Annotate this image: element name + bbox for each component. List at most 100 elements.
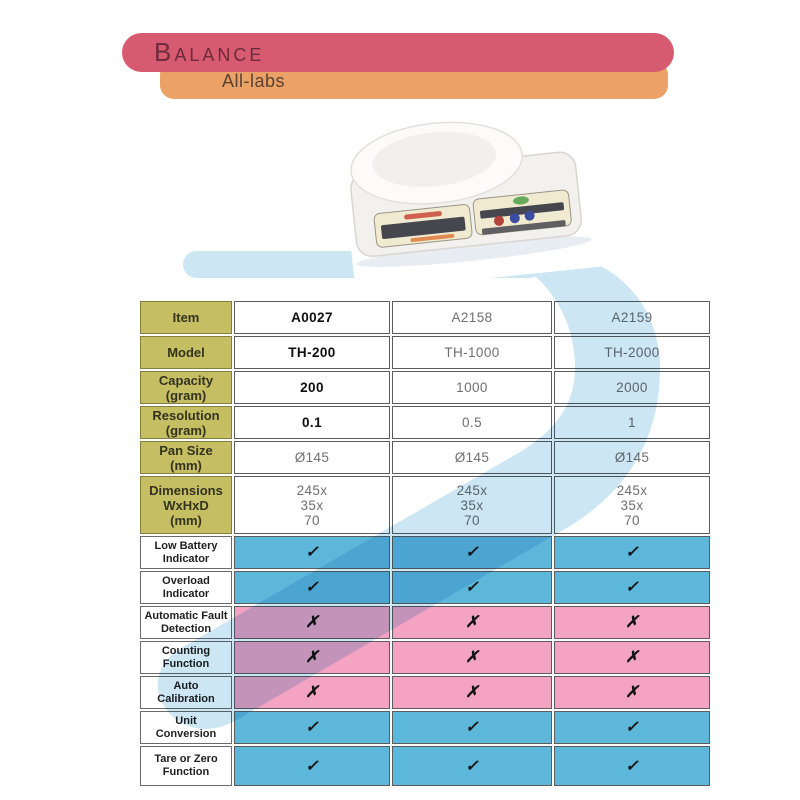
cell-line: 70 <box>464 512 480 528</box>
cell-line: ✓ <box>305 719 319 736</box>
row-label-line: Counting <box>161 644 211 657</box>
row-label: Capacity (gram) <box>140 371 232 404</box>
row-label-line: Conversion <box>155 727 217 740</box>
row-label-line: Automatic Fault <box>144 609 228 622</box>
table-row: Model TH-200 TH-1000 TH-2000 <box>140 336 710 369</box>
row-label-line: Capacity <box>158 372 214 388</box>
row-label-line: Detection <box>160 622 212 635</box>
cell-line: ✓ <box>625 757 639 775</box>
feature-check-cell: ✓ <box>554 711 710 744</box>
cell-line: 1000 <box>456 380 488 395</box>
spec-value-cell: 1000 <box>392 371 552 404</box>
cell-line: ✗ <box>305 649 319 666</box>
row-label: Automatic Fault Detection <box>140 606 232 639</box>
cell-line: ✓ <box>465 757 479 775</box>
cell-line: Ø145 <box>614 450 650 465</box>
cell-line: 1 <box>628 415 636 430</box>
feature-cross-cell: ✗ <box>392 606 552 639</box>
feature-check-cell: ✓ <box>554 571 710 604</box>
spec-value-cell: 245x 35x 70 <box>554 476 710 534</box>
cell-line: TH-200 <box>288 345 336 360</box>
feature-cross-cell: ✗ <box>392 641 552 674</box>
feature-cross-cell: ✗ <box>234 641 390 674</box>
feature-cross-cell: ✗ <box>234 676 390 709</box>
table-row: Unit Conversion ✓ ✓ ✓ <box>140 711 710 744</box>
spec-value-cell: 0.1 <box>234 406 390 439</box>
table-row: Dimensions WxHxD (mm) 245x 35x 70 245x 35x 70 245… <box>140 476 710 534</box>
feature-cross-cell: ✗ <box>554 676 710 709</box>
row-label-line: Function <box>162 766 210 778</box>
spec-value-cell: TH-200 <box>234 336 390 369</box>
spec-value-cell: 1 <box>554 406 710 439</box>
table-row: Automatic Fault Detection ✗ ✗ ✗ <box>140 606 710 639</box>
spec-value-cell: Ø145 <box>234 441 390 474</box>
cell-line: ✗ <box>465 649 479 666</box>
scale-blue-button-1 <box>509 213 520 224</box>
row-label: Item <box>140 301 232 334</box>
row-label-line: (mm) <box>170 457 202 473</box>
cell-line: ✗ <box>305 684 319 701</box>
cell-line: 70 <box>624 512 640 528</box>
scale-panel-strip-top <box>479 202 565 219</box>
row-label-line: Tare or Zero <box>154 753 218 765</box>
table-row: Pan Size (mm) Ø145 Ø145 Ø145 <box>140 441 710 474</box>
row-label-line: Function <box>162 657 210 670</box>
cell-line: 35x <box>620 497 644 513</box>
row-label: Unit Conversion <box>140 711 232 744</box>
cell-line: A2159 <box>611 310 653 325</box>
cell-line: 0.1 <box>302 415 322 430</box>
row-label-line: Indicator <box>162 587 210 600</box>
row-label-line: Overload <box>162 574 210 587</box>
product-photo-balance-scale-icon <box>342 121 617 284</box>
scale-lcd <box>380 216 466 240</box>
cell-line: ✓ <box>625 579 639 596</box>
feature-check-cell: ✓ <box>554 536 710 569</box>
cell-line: TH-2000 <box>604 345 660 360</box>
row-label-line: Indicator <box>162 552 210 565</box>
feature-check-cell: ✓ <box>392 711 552 744</box>
row-label: Resolution (gram) <box>140 406 232 439</box>
cell-line: ✗ <box>305 614 319 631</box>
spec-value-cell: 200 <box>234 371 390 404</box>
cell-line: ✗ <box>625 614 639 631</box>
row-label-line: Calibration <box>157 692 215 705</box>
spec-value-cell: TH-1000 <box>392 336 552 369</box>
row-label-line: Model <box>167 345 205 360</box>
cell-line: ✓ <box>625 544 639 561</box>
feature-cross-cell: ✗ <box>392 676 552 709</box>
table-row: Low Battery Indicator ✓ ✓ ✓ <box>140 536 710 569</box>
scale-label-strip <box>410 233 455 243</box>
feature-check-cell: ✓ <box>392 746 552 786</box>
cell-line: TH-1000 <box>444 345 500 360</box>
spec-value-cell: 245x 35x 70 <box>392 476 552 534</box>
scale-platform-inner <box>372 131 496 187</box>
table-row: Tare or Zero Function ✓ ✓ ✓ <box>140 746 710 786</box>
row-label: Tare or Zero Function <box>140 746 232 786</box>
row-label-line: Pan Size <box>159 442 213 458</box>
cell-line: A2158 <box>451 310 493 325</box>
spec-value-cell: A2159 <box>554 301 710 334</box>
row-label-line: Resolution <box>152 407 220 423</box>
feature-check-cell: ✓ <box>234 746 390 786</box>
table-row: Auto Calibration ✗ ✗ ✗ <box>140 676 710 709</box>
row-label-line: Item <box>172 310 200 325</box>
cell-line: ✓ <box>625 719 639 736</box>
cell-line: 35x <box>460 497 484 513</box>
row-label: Dimensions WxHxD (mm) <box>140 476 232 534</box>
row-label-line: (mm) <box>170 512 202 528</box>
row-label-line: (gram) <box>165 422 207 438</box>
spec-comparison-table: Item A0027 A2158 A2159 Model TH-200 TH-1000 TH-… <box>138 299 712 788</box>
row-label-line: Auto <box>173 679 199 692</box>
spec-value-cell: Ø145 <box>392 441 552 474</box>
feature-cross-cell: ✗ <box>234 606 390 639</box>
spec-value-cell: TH-2000 <box>554 336 710 369</box>
scale-panel-strip-bottom <box>481 220 566 235</box>
feature-check-cell: ✓ <box>234 711 390 744</box>
cell-line: 35x <box>300 497 324 513</box>
cell-line: 200 <box>300 380 324 395</box>
spec-value-cell: 0.5 <box>392 406 552 439</box>
table-row: Item A0027 A2158 A2159 <box>140 301 710 334</box>
cell-line: 70 <box>304 512 320 528</box>
row-label-line: Dimensions <box>149 482 223 498</box>
